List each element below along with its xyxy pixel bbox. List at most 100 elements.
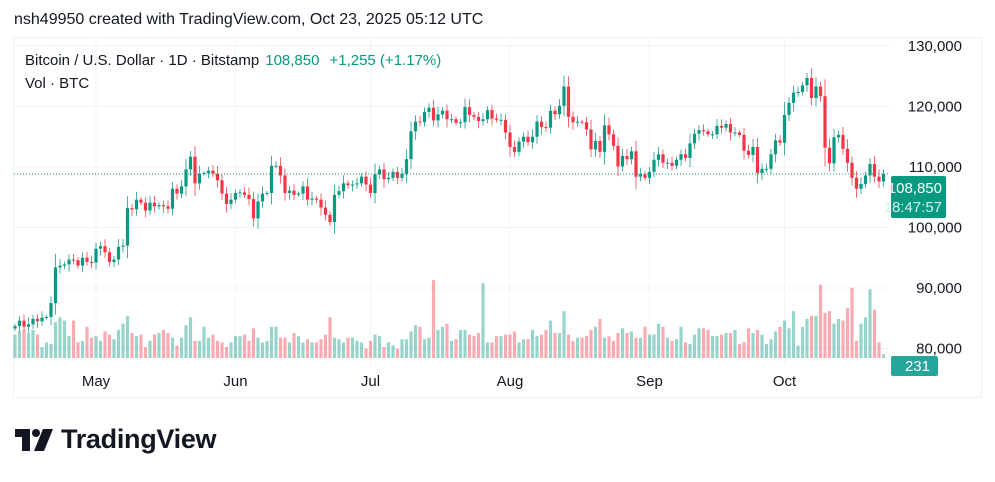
volume-bar xyxy=(634,337,638,358)
volume-legend[interactable]: Vol · BTC xyxy=(25,75,90,92)
volume-bar xyxy=(832,323,836,358)
volume-bar xyxy=(404,339,409,358)
volume-bar xyxy=(148,340,152,358)
volume-bar xyxy=(589,329,593,358)
candle-body xyxy=(427,107,431,112)
volume-bar xyxy=(382,347,386,358)
candle-body xyxy=(728,124,733,133)
volume-bar xyxy=(265,340,269,358)
candle-body xyxy=(364,176,368,185)
volume-bar xyxy=(134,336,139,358)
symbol-title[interactable]: Bitcoin / U.S. Dollar · 1D · Bitstamp xyxy=(25,52,260,69)
volume-bar xyxy=(530,329,535,358)
volume-bar xyxy=(161,329,166,358)
candle-body xyxy=(278,165,283,176)
candle-body xyxy=(836,134,841,138)
volume-bar xyxy=(278,337,283,358)
price-axis-label: 100,000 xyxy=(908,220,962,237)
time-axis-label: Jul xyxy=(361,373,380,390)
price-axis-label: 90,000 xyxy=(916,280,962,297)
volume-bar xyxy=(89,337,94,358)
volume-bar xyxy=(121,323,125,358)
volume-bar xyxy=(827,311,832,358)
candle-body xyxy=(170,188,175,209)
volume-bar xyxy=(629,331,634,358)
volume-bar xyxy=(139,334,143,358)
volume-tag-value: 231 xyxy=(905,358,930,375)
candle-body xyxy=(332,194,337,223)
candle-body xyxy=(539,121,544,128)
candle-body xyxy=(800,85,805,92)
candle-body xyxy=(89,261,94,263)
candle-body xyxy=(877,176,881,182)
volume-bar xyxy=(841,320,845,358)
volume-bar xyxy=(247,340,251,358)
volume-bar xyxy=(436,329,440,358)
volume-bar xyxy=(814,315,818,358)
candle-body xyxy=(742,134,746,151)
volume-bar xyxy=(445,323,449,358)
volume-bar xyxy=(481,283,485,358)
candle-body xyxy=(377,169,382,175)
volume-bar xyxy=(305,339,310,358)
volume-bar xyxy=(62,320,67,358)
candle-body xyxy=(233,193,238,200)
candle-body xyxy=(292,190,296,195)
volume-bar xyxy=(607,336,611,358)
volume-bar xyxy=(616,333,620,358)
volume-bar xyxy=(71,320,76,358)
candle-body xyxy=(283,175,287,194)
chart-legend: Bitcoin / U.S. Dollar · 1D · Bitstamp 108… xyxy=(25,49,441,95)
volume-bar xyxy=(386,342,391,358)
candle-body xyxy=(562,86,566,106)
candle-body xyxy=(508,132,512,148)
candle-body xyxy=(413,121,418,132)
candle-body xyxy=(85,257,89,262)
volume-bar xyxy=(769,339,773,358)
price-axis-label: 130,000 xyxy=(908,38,962,55)
candle-body xyxy=(859,183,863,189)
candle-body xyxy=(215,173,220,181)
logo-text: TradingView xyxy=(61,424,217,454)
volume-bar xyxy=(517,342,521,358)
candle-body xyxy=(256,201,260,219)
volume-bar xyxy=(359,342,364,358)
candle-body xyxy=(355,183,359,185)
volume-bar xyxy=(67,336,71,358)
volume-bar xyxy=(76,342,80,358)
candle-body xyxy=(665,162,670,164)
volume-bar xyxy=(211,334,215,358)
volume-bar xyxy=(625,333,629,358)
volume-bar xyxy=(665,337,670,358)
tradingview-logo[interactable]: TradingView xyxy=(15,424,217,455)
candle-body xyxy=(575,121,580,123)
volume-bar xyxy=(643,326,647,358)
volume-bar xyxy=(422,339,427,358)
candle-body xyxy=(589,129,593,150)
candle-body xyxy=(265,193,269,195)
volume-bar xyxy=(85,326,89,358)
volume-bar xyxy=(166,333,170,358)
tradingview-logo-icon xyxy=(15,428,53,451)
volume-bar xyxy=(107,334,112,358)
volume-bar xyxy=(31,329,35,358)
volume-bar xyxy=(35,334,40,358)
volume-bar xyxy=(94,336,98,358)
volume-bar xyxy=(391,345,395,358)
last-price-tag xyxy=(891,175,946,218)
volume-bar xyxy=(454,339,458,358)
volume-bar xyxy=(233,336,238,358)
candle-body xyxy=(224,193,229,204)
volume-bar xyxy=(859,323,863,358)
volume-bar xyxy=(787,328,791,358)
volume-bar xyxy=(112,339,116,358)
candle-body xyxy=(31,318,35,325)
candle-body xyxy=(724,124,728,128)
candle-body xyxy=(512,147,517,152)
volume-bars xyxy=(13,280,886,358)
volume-bar xyxy=(602,337,607,358)
volume-bar xyxy=(283,337,287,358)
volume-bar xyxy=(206,337,211,358)
volume-bar xyxy=(674,339,679,358)
